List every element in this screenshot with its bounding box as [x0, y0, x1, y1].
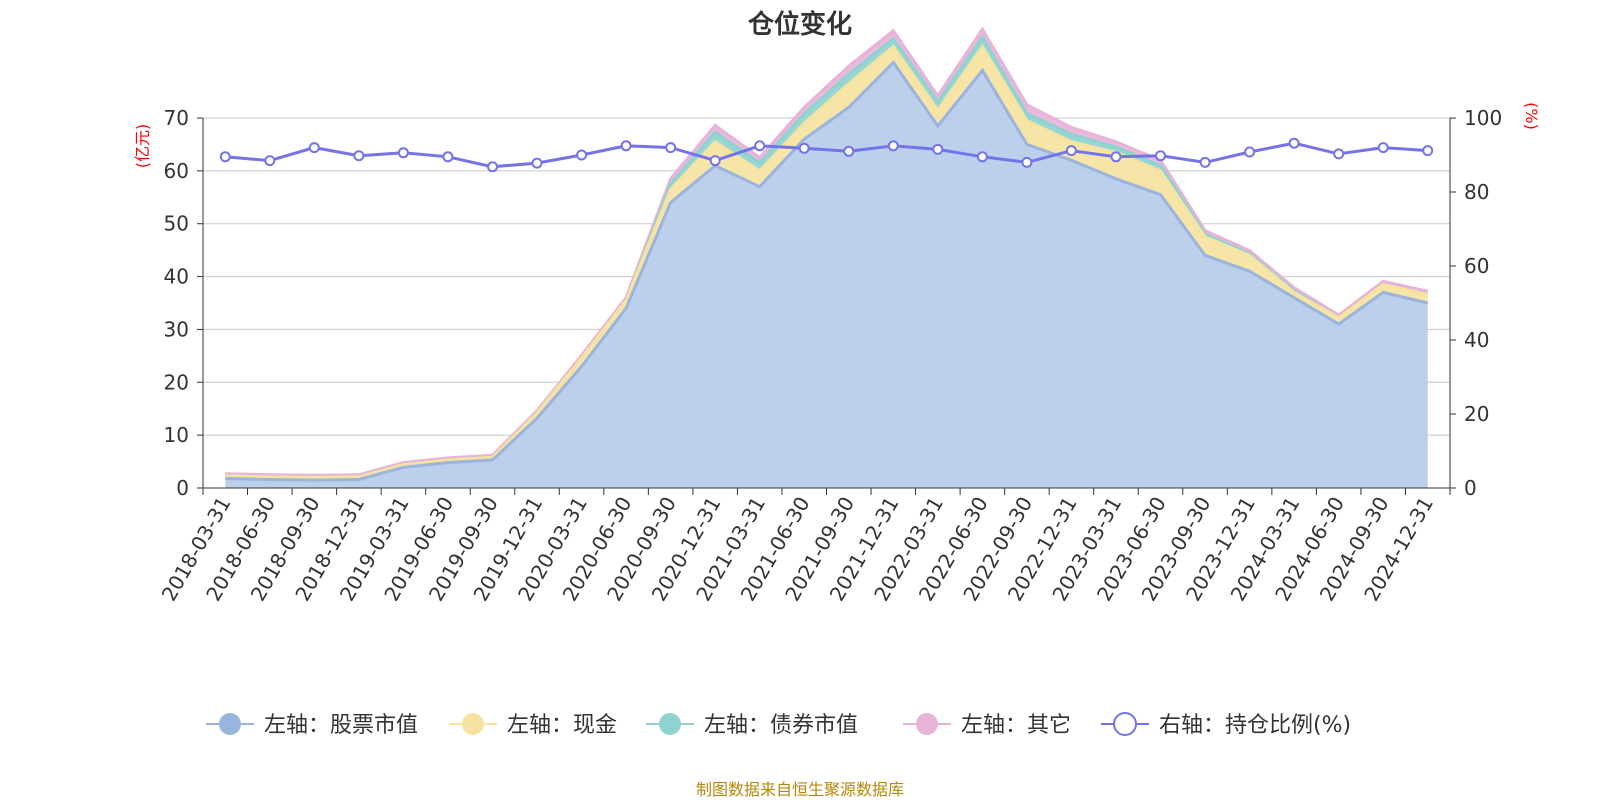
- ratio-point: [976, 151, 988, 163]
- legend-marker: [916, 713, 938, 735]
- ratio-point: [665, 142, 677, 154]
- left-axis-unit-label: (亿元): [133, 124, 152, 169]
- ratio-point: [531, 157, 543, 169]
- ratio-point: [219, 151, 231, 163]
- ratio-point: [1377, 142, 1389, 154]
- ratio-point: [397, 147, 409, 159]
- legend-label: 左轴：其它: [961, 713, 1071, 738]
- legend-marker: [462, 713, 484, 735]
- ratio-point: [843, 145, 855, 157]
- ratio-point: [709, 155, 721, 167]
- right-axis-tick-label: 0: [1464, 476, 1477, 500]
- ratio-point: [1422, 145, 1434, 157]
- ratio-point: [442, 151, 454, 163]
- ratio-line: [225, 141, 1428, 169]
- area-line-cash: [225, 43, 1429, 479]
- left-axis-tick-label: 20: [164, 370, 189, 394]
- ratio-point: [798, 142, 810, 154]
- ratio-point: [887, 140, 899, 152]
- left-axis-tick-label: 60: [164, 159, 189, 183]
- right-axis-tick-label: 60: [1464, 254, 1489, 278]
- ratio-point: [1333, 148, 1345, 160]
- legend-label: 右轴：持仓比例(%): [1159, 713, 1351, 738]
- chart-title: 仓位变化: [747, 10, 852, 40]
- source-note: 制图数据来自恒生聚源数据库: [695, 780, 904, 799]
- right-axis-tick-label: 20: [1464, 402, 1489, 426]
- legend-marker: [219, 713, 241, 735]
- ratio-point: [1021, 156, 1033, 168]
- right-axis-tick-label: 40: [1464, 328, 1489, 352]
- area-line-other: [225, 26, 1429, 477]
- ratio-point: [264, 155, 276, 167]
- ratio-point: [1199, 156, 1211, 168]
- ratio-point: [1155, 150, 1166, 162]
- ratio-point: [1244, 146, 1256, 158]
- ratio-point: [576, 149, 588, 161]
- ratio-point: [487, 161, 498, 173]
- area-stock: [225, 62, 1428, 488]
- legend-marker: [659, 713, 681, 735]
- left-axis-tick-label: 10: [164, 423, 189, 447]
- legend-label: 左轴：债券市值: [704, 713, 858, 738]
- ratio-point: [1288, 137, 1300, 149]
- ratio-point: [353, 150, 365, 162]
- legend-marker: [1113, 712, 1137, 736]
- right-axis-tick-label: 100: [1464, 106, 1502, 130]
- legend-label: 左轴：股票市值: [264, 713, 418, 738]
- left-axis-tick-label: 30: [164, 317, 189, 341]
- right-axis-unit-label: (%): [1522, 102, 1541, 130]
- left-axis-tick-label: 0: [176, 476, 189, 500]
- left-axis-tick-label: 50: [164, 212, 189, 236]
- ratio-point: [1110, 151, 1122, 163]
- legend-label: 左轴：现金: [507, 713, 617, 738]
- ratio-point: [754, 140, 766, 152]
- ratio-point: [932, 143, 944, 155]
- ratio-point: [620, 140, 632, 152]
- ratio-point: [1065, 145, 1077, 157]
- right-axis-tick-label: 80: [1464, 180, 1489, 204]
- left-axis-tick-label: 70: [164, 106, 189, 130]
- ratio-point: [308, 142, 320, 154]
- left-axis-tick-label: 40: [164, 265, 189, 289]
- area-line-stock: [225, 60, 1429, 482]
